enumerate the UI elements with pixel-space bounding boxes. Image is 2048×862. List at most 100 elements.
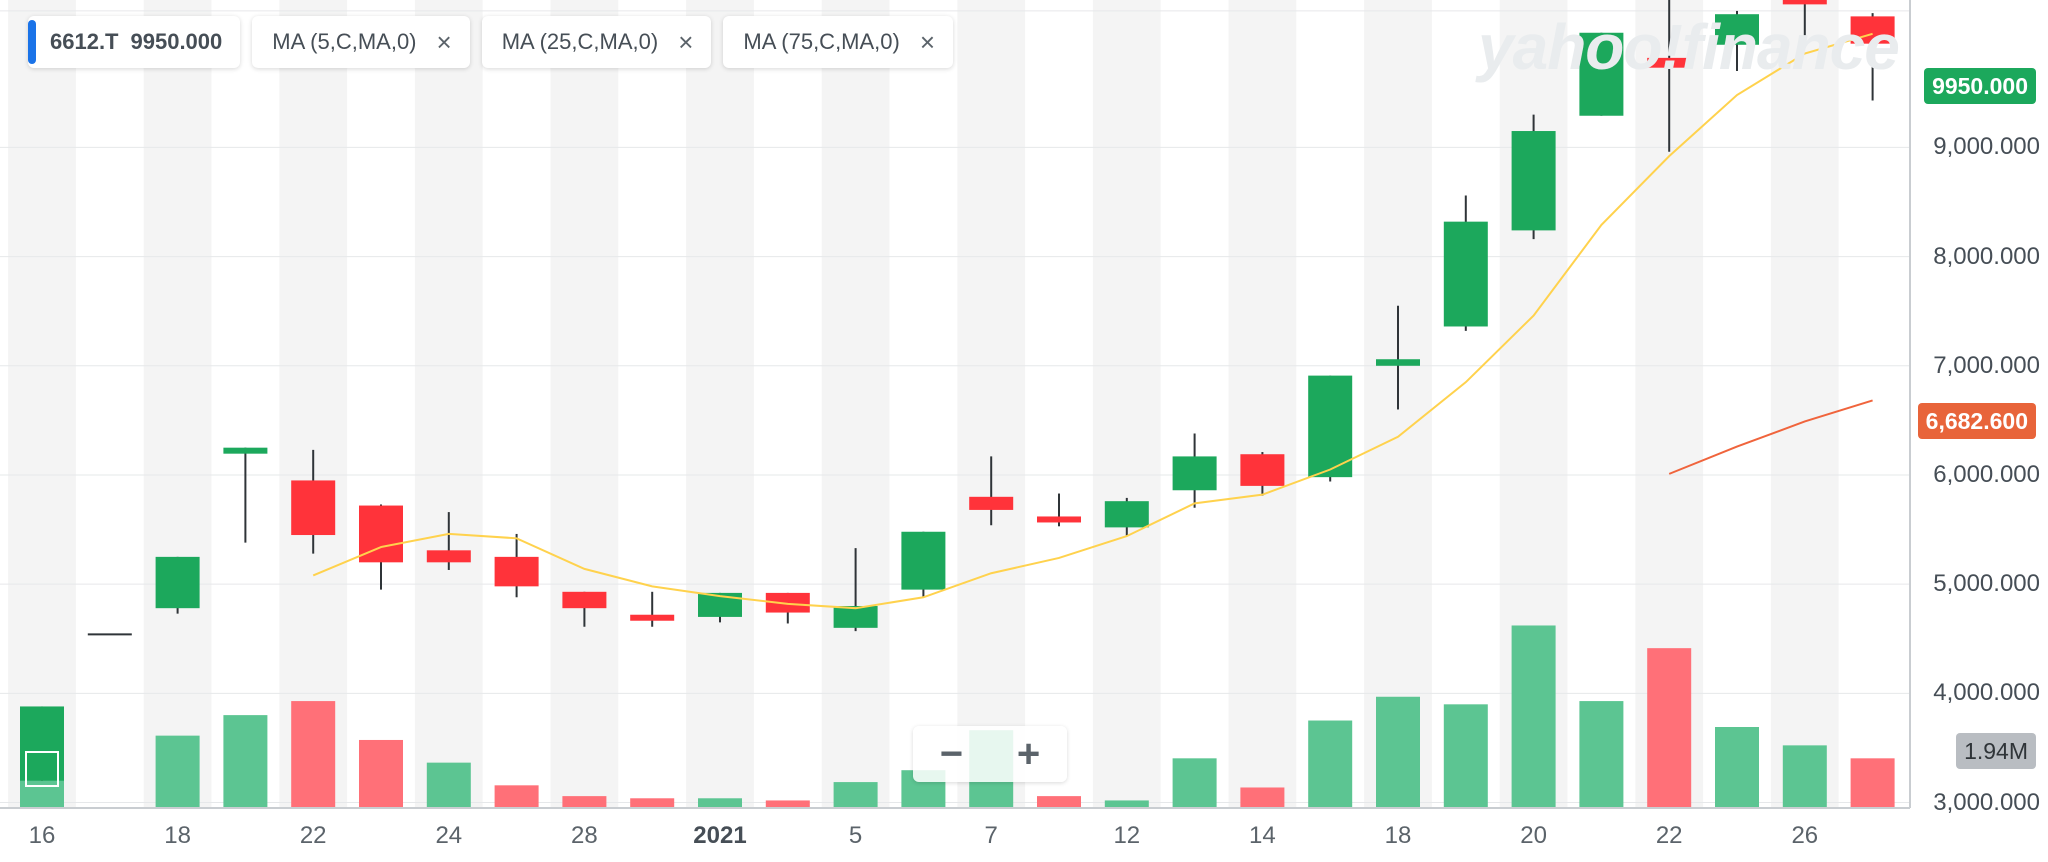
legend-color-bar [28,20,36,64]
x-tick-label: 28 [571,822,598,849]
candle-body [1240,454,1285,486]
x-tick-label: 18 [164,822,191,849]
candle-body [1647,57,1692,68]
x-tick-label: 14 [1249,822,1276,849]
ma-line [312,32,1873,610]
y-tick-label: 4,000.000 [1933,679,2040,707]
candle-body [1579,32,1624,116]
legend-study-label: MA (75,C,MA,0) [743,29,900,54]
close-icon[interactable]: × [678,27,694,57]
candle-body [969,496,1014,510]
hover-marker [25,751,59,787]
shaded-band [550,0,619,808]
volume-bar [1037,796,1081,808]
shaded-band [1770,0,1839,808]
volume-bar [1240,787,1285,808]
shaded-band [414,0,483,808]
volume-bar [1647,648,1692,808]
y-tick-label: 5,000.000 [1933,570,2040,598]
shaded-band [1092,0,1161,808]
legend-study-label: MA (5,C,MA,0) [272,29,417,54]
volume-bar [291,701,336,808]
volume-bar [562,796,607,808]
candle-body [1308,375,1353,478]
legend-symbol-chip[interactable]: 6612.T 9950.000 [28,16,241,68]
volume-bar [1376,696,1420,808]
candle-body [1782,0,1827,5]
shaded-band [8,0,76,808]
legend-study-ma5[interactable]: MA (5,C,MA,0) × [252,16,470,68]
volume-bar [223,715,268,808]
y-tick-label: 3,000.000 [1933,788,2040,816]
volume-bar [494,785,539,808]
candle-body [291,480,336,536]
volume-bar [155,735,200,808]
legend-study-label: MA (25,C,MA,0) [501,29,659,54]
candle-body [155,556,200,609]
x-tick-label: 12 [1113,822,1141,849]
close-icon[interactable]: × [436,27,452,57]
candle-body [1037,516,1081,523]
volume-bar [698,798,742,808]
volume-bar [1715,727,1759,808]
chart-legend: 6612.T 9950.000 MA (5,C,MA,0) × MA (25,C… [28,16,954,68]
candle-body [1715,14,1759,45]
volume-bar [359,739,403,808]
zoom-controls: − + [913,726,1067,782]
candle-body [20,706,64,781]
candle-body [1172,456,1217,491]
zoom-in-button[interactable]: + [1016,731,1041,776]
candle-body [562,591,607,609]
candle-body [1376,359,1420,366]
volume-bar [1850,758,1895,808]
legend-price: 9950.000 [130,29,223,54]
candle-body [1511,131,1556,231]
volume-bar [1104,800,1149,808]
candle-body [765,592,810,613]
candle-body [630,614,675,621]
volume-bar [630,798,675,808]
shaded-band [686,0,754,808]
x-tick-label: 24 [435,822,463,849]
shaded-band [279,0,348,808]
legend-study-ma75[interactable]: MA (75,C,MA,0) × [723,16,954,68]
shaded-band [821,0,890,808]
candle-body [494,556,539,587]
volume-bar [1443,704,1488,808]
y-tick-label: 6,000.000 [1933,460,2040,488]
zoom-out-button[interactable]: − [939,731,964,776]
volume-bar [1782,745,1827,808]
y-tick-label: 7,000.000 [1933,351,2040,379]
x-tick-label: 22 [299,822,327,849]
volume-bar [1511,625,1556,808]
volume-bar [1579,701,1624,808]
x-tick-label: 26 [1791,822,1819,849]
shaded-band [957,0,1026,808]
x-tick-label: 20 [1520,822,1547,849]
y-tick-label: 8,000.000 [1933,242,2040,270]
close-icon[interactable]: × [919,27,936,57]
candle-body [901,531,946,590]
volume-badge: 1.94M [1956,733,2036,769]
candle-body [833,606,878,628]
volume-bar [1308,720,1353,808]
ma-line [1668,399,1873,475]
volume-bar [765,800,810,808]
candle-body [1104,501,1149,528]
shaded-band [1228,0,1297,808]
x-tick-label: 22 [1655,822,1683,849]
current-price-badge: 9950.000 [1924,68,2036,104]
x-tick-label: 18 [1384,822,1412,849]
x-tick-label: 7 [984,822,998,849]
candle-body [223,447,268,454]
volume-bar [833,782,878,808]
candle-body [1443,221,1488,327]
legend-symbol: 6612.T [50,29,119,54]
x-tick-label: 5 [848,822,863,849]
x-tick-label: 2021 [693,822,747,849]
legend-study-ma25[interactable]: MA (25,C,MA,0) × [481,16,712,68]
ma25-value-badge: 6,682.600 [1917,403,2036,439]
yahoo-finance-watermark: yahoo!finance [1478,11,1900,83]
shaded-band [143,0,212,808]
